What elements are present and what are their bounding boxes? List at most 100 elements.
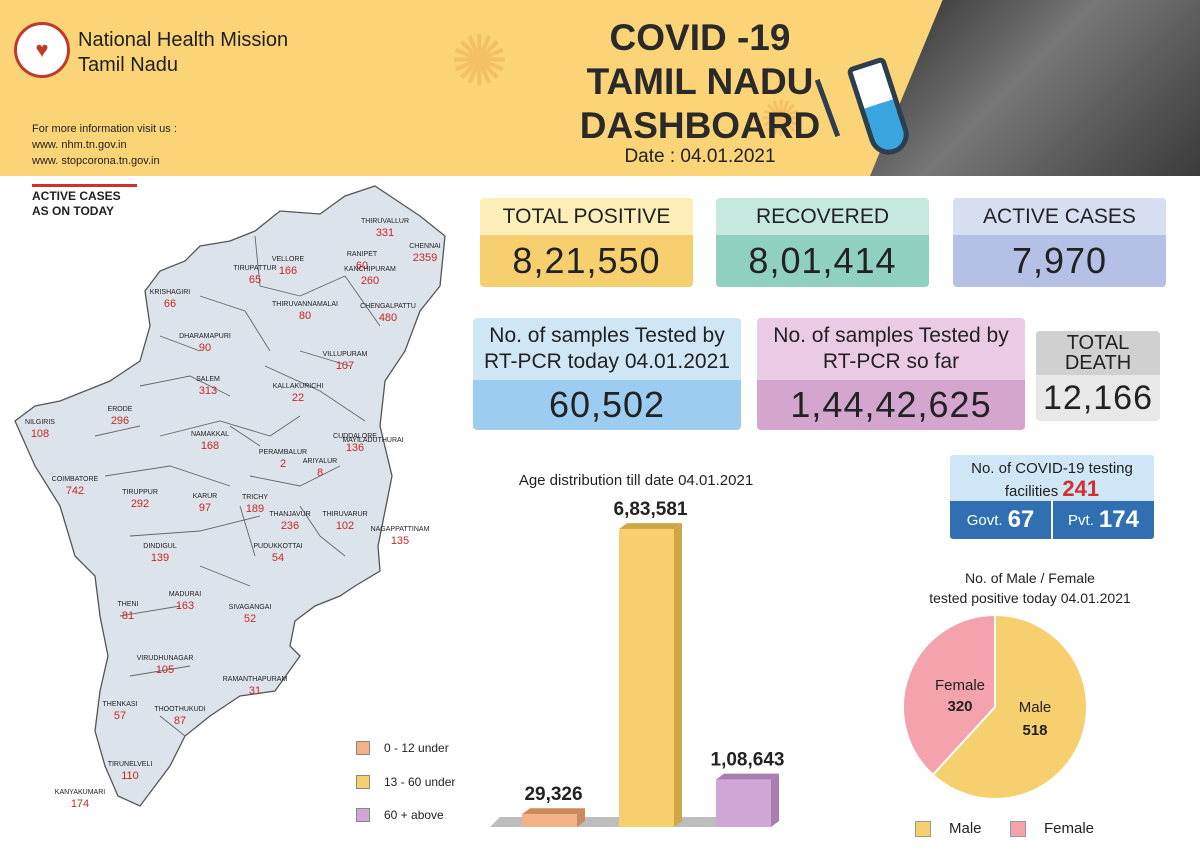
facilities-header: No. of COVID-19 testing facilities 241 xyxy=(950,455,1154,501)
pvt-facilities: Pvt. 174 xyxy=(1053,501,1154,539)
bar-top xyxy=(522,808,585,815)
district-name: THENKASI xyxy=(102,701,137,708)
district-name: KANCHIPURAM xyxy=(344,266,396,273)
lab-technician-photo xyxy=(870,0,1200,176)
district-borders xyxy=(94,235,381,737)
organization-name: National Health Mission Tamil Nadu xyxy=(78,28,288,78)
district-active-cases: 97 xyxy=(199,502,211,514)
gender-chart-title: No. of Male / Female tested positive tod… xyxy=(870,568,1190,608)
district-name: DHARAMAPURI xyxy=(179,333,231,340)
district-active-cases: 80 xyxy=(299,310,311,322)
district-active-cases: 65 xyxy=(249,274,261,286)
district-name: SALEM xyxy=(196,376,220,383)
header-banner: ✺ ✺ ♥ National Health Mission Tamil Nadu… xyxy=(0,0,1200,176)
district-name: NILGIRIS xyxy=(25,419,55,426)
district-name: VIRUDHUNAGAR xyxy=(137,655,194,662)
district-name: RAMANTHAPURAM xyxy=(223,676,288,683)
district-name: SIVAGANGAI xyxy=(229,604,272,611)
info-label: For more information visit us : xyxy=(32,123,177,135)
district-name: KARUR xyxy=(193,493,218,500)
district-name: RANIPET xyxy=(347,251,378,258)
total-death-label-line1: TOTAL xyxy=(1066,332,1130,354)
pie-label-male: Male xyxy=(1019,699,1052,716)
district-active-cases: 135 xyxy=(391,535,409,547)
district-active-cases: 742 xyxy=(66,485,84,497)
recovered-card: RECOVERED 8,01,414 xyxy=(716,198,929,287)
district-active-cases: 292 xyxy=(131,498,149,510)
total-positive-card: TOTAL POSITIVE 8,21,550 xyxy=(480,198,693,287)
district-name: KANYAKUMARI xyxy=(55,789,105,796)
legend-item-female: Female xyxy=(1010,820,1094,837)
district-name: CHENNAI xyxy=(409,243,441,250)
active-cases-label: ACTIVE CASES xyxy=(953,198,1166,235)
facilities-breakdown: Govt. 67 Pvt. 174 xyxy=(950,501,1154,539)
district-active-cases: 31 xyxy=(249,685,261,697)
tested-today-card: No. of samples Tested by RT-PCR today 04… xyxy=(473,318,741,430)
district-name: DINDIGUL xyxy=(143,543,177,550)
district-active-cases: 139 xyxy=(151,552,169,564)
legend-item-male: Male xyxy=(915,820,982,837)
title-line1: COVID -19 xyxy=(609,17,791,58)
district-active-cases: 66 xyxy=(164,298,176,310)
tested-so-far-label: No. of samples Tested by RT-PCR so far xyxy=(757,318,1025,380)
report-date: Date : 04.01.2021 xyxy=(624,146,776,167)
legend-label: Male xyxy=(949,820,982,837)
district-name: TIRUPATTUR xyxy=(233,265,276,272)
pie-value-male: 518 xyxy=(1022,722,1047,739)
district-active-cases: 313 xyxy=(199,385,217,397)
tested-so-far-label-line1: No. of samples Tested by xyxy=(773,324,1009,347)
age-bar xyxy=(522,814,577,827)
govt-label: Govt. xyxy=(966,511,1003,529)
district-active-cases: 480 xyxy=(379,312,397,324)
legend-item-0-12: 0 - 12 under xyxy=(356,741,449,755)
district-name: TIRUNELVELI xyxy=(108,761,153,768)
pie-value-female: 320 xyxy=(947,698,972,715)
district-active-cases: 107 xyxy=(336,360,354,372)
district-name: TRICHY xyxy=(242,494,268,501)
district-active-cases: 22 xyxy=(292,392,304,404)
district-name: ARIYALUR xyxy=(303,458,338,465)
title-line2: TAMIL NADU xyxy=(586,61,814,102)
tamil-nadu-map: THIRUVALLUR 331 CHENNAI 2359 RANIPET 60 VELLOR… xyxy=(14,185,446,810)
legend-swatch xyxy=(1010,820,1026,837)
district-name: THOOTHUKUDI xyxy=(154,706,205,713)
district-active-cases: 136 xyxy=(346,442,364,454)
org-line1: National Health Mission xyxy=(78,29,289,51)
gender-title-line2: tested positive today 04.01.2021 xyxy=(929,590,1131,606)
district-active-cases: 163 xyxy=(176,600,194,612)
legend-label: 60 + above xyxy=(384,808,444,822)
district-active-cases: 102 xyxy=(336,520,354,532)
recovered-value: 8,01,414 xyxy=(716,235,929,287)
total-death-label: TOTAL DEATH xyxy=(1036,331,1160,375)
district-active-cases: 87 xyxy=(174,715,186,727)
govt-facilities: Govt. 67 xyxy=(950,501,1053,539)
district-active-cases: 60 xyxy=(356,260,368,272)
district-name: COIMBATORE xyxy=(52,476,99,483)
state-outline xyxy=(14,185,446,807)
district-active-cases: 296 xyxy=(111,415,129,427)
legend-swatch xyxy=(356,808,370,822)
legend-item-13-60: 13 - 60 under xyxy=(356,775,455,789)
map-title: ACTIVE CASES AS ON TODAY xyxy=(32,184,137,219)
district-name: TIRUPPUR xyxy=(122,489,158,496)
district-name: THIRUVANNAMALAI xyxy=(272,301,338,308)
link-stopcorona[interactable]: www. stopcorona.tn.gov.in xyxy=(32,155,160,167)
total-death-label-line2: DEATH xyxy=(1064,352,1132,374)
link-nhm[interactable]: www. nhm.tn.gov.in xyxy=(32,139,127,151)
govt-value: 67 xyxy=(1007,506,1035,533)
facilities-total: 241 xyxy=(1062,476,1100,501)
legend-label: 0 - 12 under xyxy=(384,741,449,755)
district-name: ERODE xyxy=(108,406,133,413)
district-active-cases: 168 xyxy=(201,440,219,452)
district-active-cases: 166 xyxy=(279,265,297,277)
pvt-label: Pvt. xyxy=(1068,511,1094,529)
age-bar xyxy=(619,529,674,827)
pvt-value: 174 xyxy=(1098,506,1139,533)
legend-label: 13 - 60 under xyxy=(384,775,456,789)
info-block: For more information visit us : www. nhm… xyxy=(32,121,177,169)
tested-today-value: 60,502 xyxy=(473,380,741,430)
district-name: VILLUPURAM xyxy=(323,351,368,358)
district-active-cases: 52 xyxy=(244,613,256,625)
facilities-label-line2: facilities xyxy=(1004,483,1059,500)
district-active-cases: 236 xyxy=(281,520,299,532)
